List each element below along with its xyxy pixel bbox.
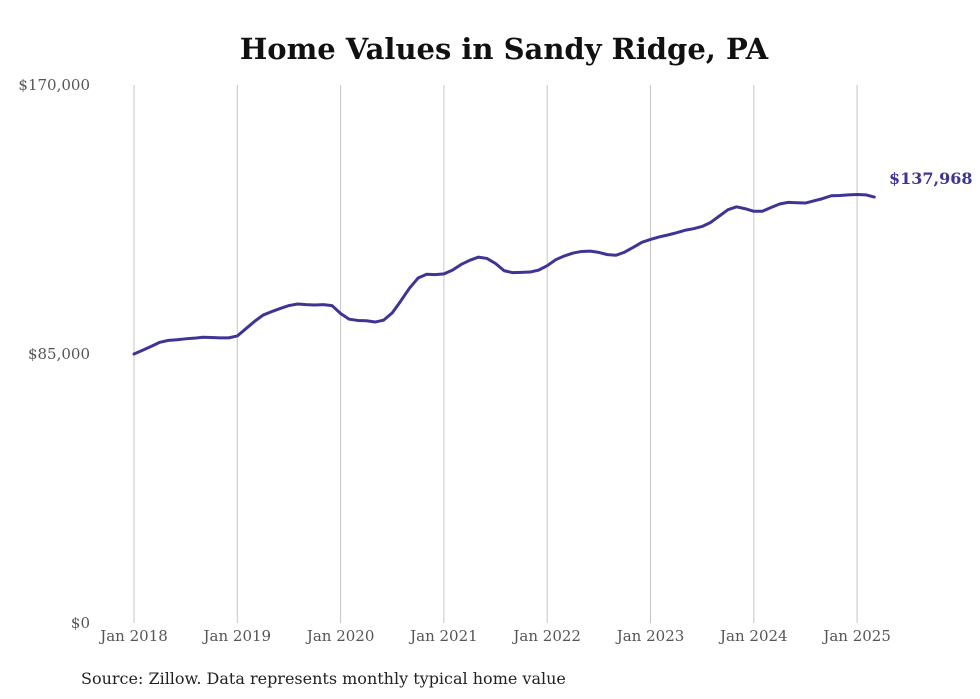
- x-axis-tick-labels: Jan 2018 Jan 2019 Jan 2020 Jan 2021 Jan 2022…: [98, 627, 891, 645]
- x-tick-label: Jan 2021: [408, 627, 478, 645]
- y-tick-label: $0: [71, 614, 90, 632]
- x-tick-label: Jan 2018: [98, 627, 168, 645]
- x-tick-label: Jan 2020: [305, 627, 375, 645]
- x-tick-label: Jan 2025: [821, 627, 891, 645]
- y-tick-label: $85,000: [28, 345, 90, 363]
- x-tick-label: Jan 2024: [718, 627, 788, 645]
- y-tick-label: $170,000: [18, 76, 90, 94]
- y-axis-tick-labels: $0 $85,000 $170,000: [18, 76, 90, 632]
- home-value-line: [132, 193, 876, 356]
- x-tick-label: Jan 2023: [615, 627, 685, 645]
- x-tick-label: Jan 2022: [511, 627, 581, 645]
- chart-title: Home Values in Sandy Ridge, PA: [240, 32, 769, 66]
- x-tick-label: Jan 2019: [202, 627, 272, 645]
- latest-value-label: $137,968: [889, 169, 973, 188]
- vertical-gridlines: [133, 85, 858, 623]
- source-note: Source: Zillow. Data represents monthly …: [81, 669, 566, 688]
